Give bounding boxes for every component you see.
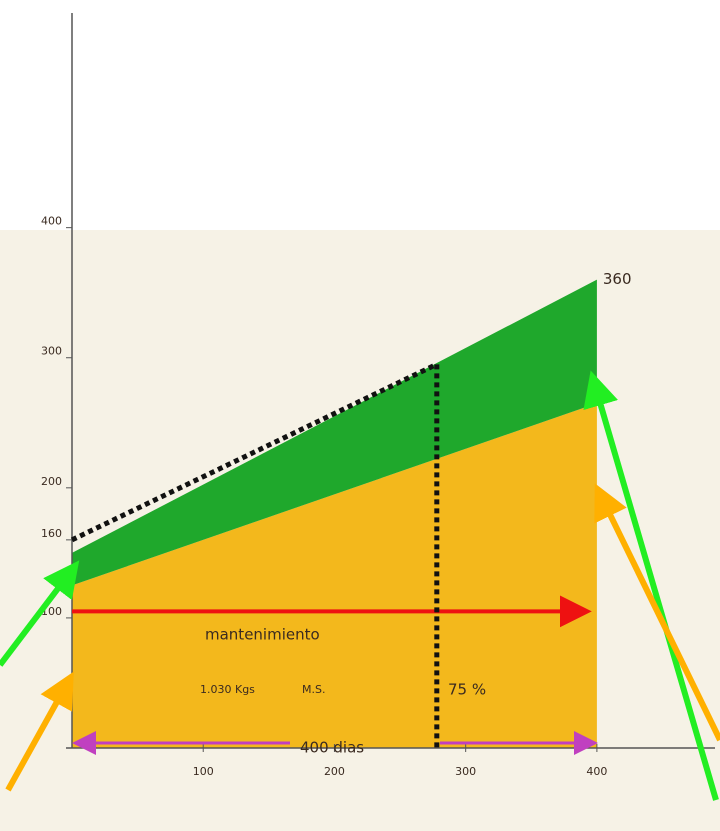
annotation: mantenimiento (205, 626, 320, 644)
pointer-arrow (0, 560, 80, 667)
y-tick-label: 300 (41, 345, 62, 358)
annotation: 1.030 Kgs (200, 683, 255, 696)
pointer-arrow (583, 370, 719, 801)
guide-line (70, 360, 440, 748)
x-tick-label: 400 (586, 765, 607, 778)
top-label: 360 (603, 270, 632, 288)
area (72, 403, 597, 748)
x-tick-label: 100 (193, 765, 214, 778)
pointer-arrow (594, 483, 720, 742)
y-tick-label: 400 (41, 215, 62, 228)
annotation: M.S. (302, 683, 325, 696)
x-tick-label: 200 (324, 765, 345, 778)
pointer-arrow (5, 671, 74, 792)
area (72, 279, 597, 586)
annotation: 75 % (448, 681, 486, 699)
annotation: 400 dias (300, 739, 364, 757)
y-tick-label: 160 (41, 527, 62, 540)
y-tick-label: 200 (41, 475, 62, 488)
x-tick-label: 300 (455, 765, 476, 778)
